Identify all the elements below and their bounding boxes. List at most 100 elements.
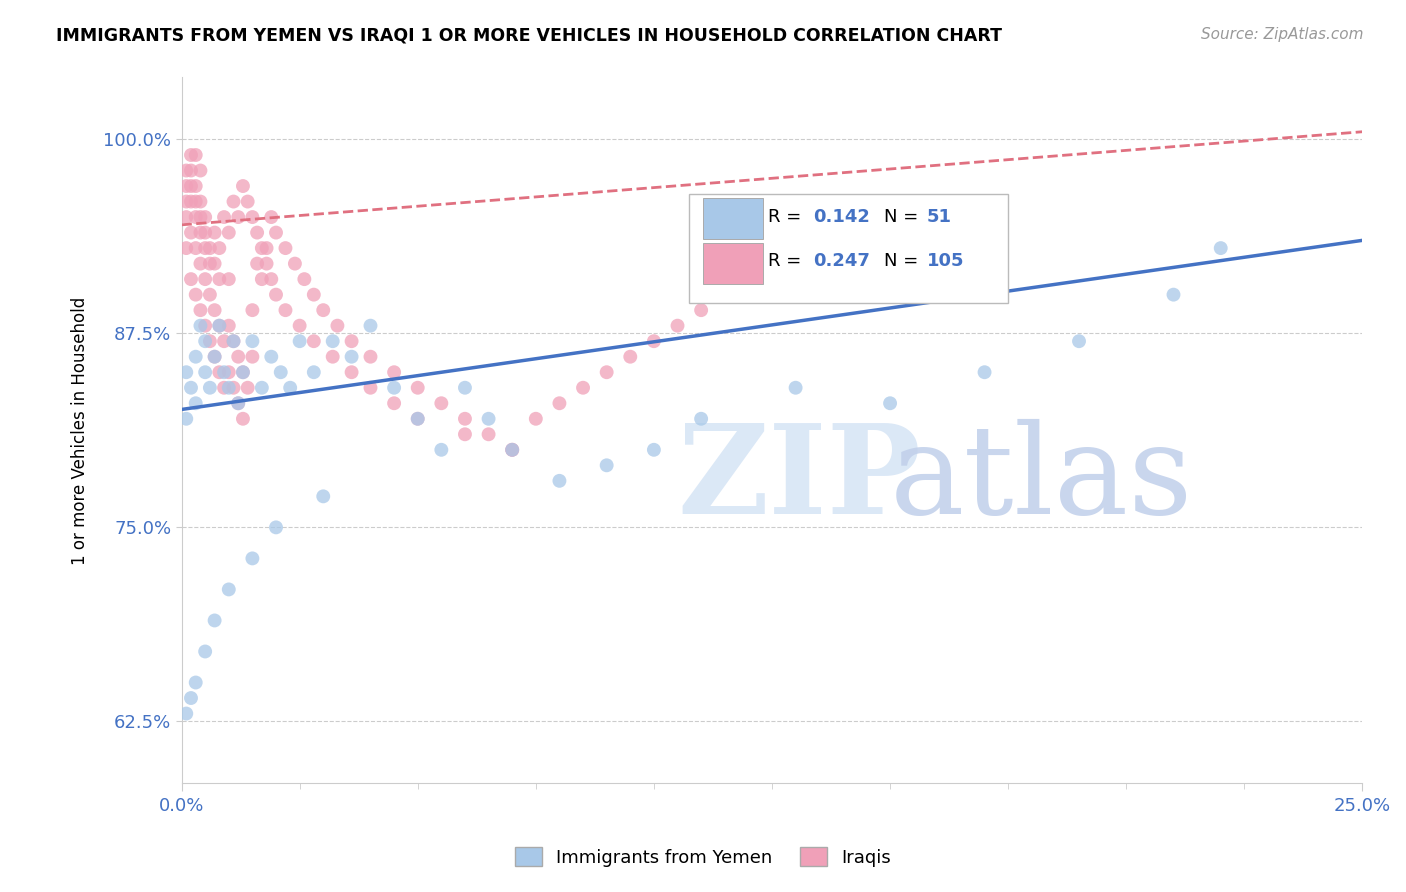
Point	[1209, 241, 1232, 255]
Point	[180, 226, 202, 240]
Point	[360, 318, 382, 333]
Text: 51: 51	[927, 208, 952, 226]
Point	[198, 334, 221, 349]
Point	[194, 241, 217, 255]
Point	[212, 210, 235, 224]
Point	[208, 365, 231, 379]
Point	[198, 241, 221, 255]
Point	[619, 350, 641, 364]
Point	[340, 334, 363, 349]
Point	[288, 334, 311, 349]
Point	[274, 241, 297, 255]
Point	[430, 442, 453, 457]
Point	[666, 318, 689, 333]
Point	[288, 318, 311, 333]
Point	[204, 303, 226, 318]
Text: 0.247: 0.247	[813, 252, 870, 270]
Point	[340, 365, 363, 379]
Point	[973, 365, 995, 379]
Point	[208, 318, 231, 333]
FancyBboxPatch shape	[703, 198, 762, 239]
Point	[312, 303, 335, 318]
FancyBboxPatch shape	[689, 194, 1008, 303]
Point	[204, 350, 226, 364]
Point	[524, 411, 547, 425]
Text: Source: ZipAtlas.com: Source: ZipAtlas.com	[1201, 27, 1364, 42]
Point	[548, 396, 571, 410]
Point	[204, 226, 226, 240]
Point	[242, 551, 264, 566]
Point	[194, 272, 217, 286]
Point	[174, 706, 197, 721]
Point	[302, 287, 325, 301]
Point	[232, 365, 254, 379]
Point	[242, 334, 264, 349]
Point	[270, 365, 292, 379]
Point	[194, 334, 217, 349]
Point	[218, 381, 240, 395]
Point	[1067, 334, 1090, 349]
Point	[184, 396, 207, 410]
Point	[180, 163, 202, 178]
Text: atlas: atlas	[890, 419, 1194, 541]
Point	[180, 691, 202, 706]
Point	[264, 520, 287, 534]
Point	[260, 272, 283, 286]
Point	[292, 272, 315, 286]
Point	[256, 241, 278, 255]
Point	[208, 272, 231, 286]
Point	[226, 350, 249, 364]
Point	[430, 396, 453, 410]
Text: 105: 105	[927, 252, 965, 270]
Point	[260, 350, 283, 364]
Point	[232, 365, 254, 379]
Point	[198, 257, 221, 271]
Point	[250, 272, 273, 286]
Point	[360, 381, 382, 395]
Point	[454, 411, 477, 425]
Point	[194, 365, 217, 379]
Point	[1163, 287, 1185, 301]
Point	[250, 381, 273, 395]
Point	[218, 226, 240, 240]
Point	[184, 179, 207, 194]
Point	[713, 287, 735, 301]
Point	[190, 194, 212, 209]
Point	[382, 396, 405, 410]
Point	[302, 334, 325, 349]
Point	[190, 303, 212, 318]
Point	[382, 381, 405, 395]
Point	[236, 381, 259, 395]
Point	[406, 411, 429, 425]
Point	[180, 148, 202, 162]
Point	[194, 210, 217, 224]
Point	[190, 163, 212, 178]
Point	[643, 442, 665, 457]
Point	[322, 350, 344, 364]
Point	[501, 442, 523, 457]
Point	[360, 350, 382, 364]
Point	[879, 396, 901, 410]
Point	[204, 350, 226, 364]
Point	[242, 303, 264, 318]
Point	[208, 318, 231, 333]
Point	[204, 614, 226, 628]
Text: N =: N =	[884, 252, 918, 270]
Point	[737, 272, 759, 286]
Point	[278, 381, 301, 395]
Point	[184, 194, 207, 209]
Point	[212, 334, 235, 349]
Point	[406, 411, 429, 425]
Point	[198, 287, 221, 301]
Point	[194, 644, 217, 658]
Point	[595, 458, 617, 473]
Point	[690, 303, 713, 318]
Point	[184, 210, 207, 224]
Y-axis label: 1 or more Vehicles in Household: 1 or more Vehicles in Household	[72, 296, 89, 565]
Point	[690, 411, 713, 425]
Point	[322, 334, 344, 349]
Text: IMMIGRANTS FROM YEMEN VS IRAQI 1 OR MORE VEHICLES IN HOUSEHOLD CORRELATION CHART: IMMIGRANTS FROM YEMEN VS IRAQI 1 OR MORE…	[56, 27, 1002, 45]
Point	[218, 365, 240, 379]
Point	[477, 427, 499, 442]
Point	[180, 179, 202, 194]
